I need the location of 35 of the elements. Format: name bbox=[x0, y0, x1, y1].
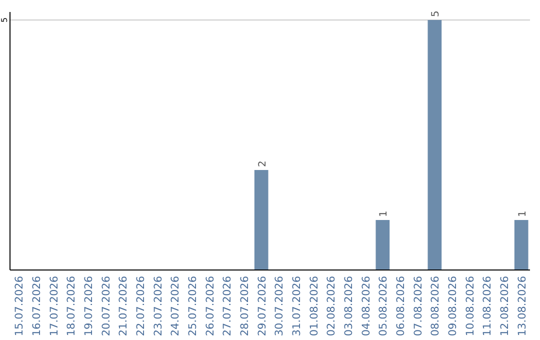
x-tick-label: 20.07.2026 bbox=[100, 276, 112, 336]
x-tick-label: 26.07.2026 bbox=[204, 276, 216, 336]
x-tick-label: 12.08.2026 bbox=[499, 276, 511, 336]
x-tick-label: 01.08.2026 bbox=[308, 276, 320, 336]
x-tick-label: 03.08.2026 bbox=[343, 276, 355, 336]
x-tick-label: 08.08.2026 bbox=[430, 276, 442, 336]
x-tick-label: 28.07.2026 bbox=[239, 276, 251, 336]
x-tick-label: 23.07.2026 bbox=[152, 276, 164, 336]
x-tick-label: 22.07.2026 bbox=[135, 276, 147, 336]
x-tick-label: 11.08.2026 bbox=[482, 276, 494, 336]
x-tick-label: 17.07.2026 bbox=[48, 276, 60, 336]
data-label: 1 bbox=[517, 210, 528, 217]
data-label: 1 bbox=[378, 210, 390, 217]
x-tick-label: 21.07.2026 bbox=[118, 276, 130, 336]
ref-line-label: 5 bbox=[0, 17, 9, 23]
x-tick-label: 02.08.2026 bbox=[326, 276, 338, 336]
x-tick-label: 30.07.2026 bbox=[274, 276, 286, 336]
x-tick-label: 06.08.2026 bbox=[395, 276, 407, 336]
x-tick-label: 10.08.2026 bbox=[464, 276, 476, 336]
x-tick-label: 05.08.2026 bbox=[378, 276, 390, 336]
x-tick-label: 15.07.2026 bbox=[14, 276, 26, 336]
x-tick-label: 27.07.2026 bbox=[222, 276, 234, 336]
x-tick-label: 31.07.2026 bbox=[291, 276, 303, 336]
x-tick-label: 16.07.2026 bbox=[31, 276, 43, 336]
data-label: 2 bbox=[257, 160, 268, 167]
x-tick-label: 24.07.2026 bbox=[170, 276, 182, 336]
x-tick-label: 19.07.2026 bbox=[83, 276, 95, 336]
data-label: 5 bbox=[430, 10, 442, 17]
x-tick-label: 04.08.2026 bbox=[360, 276, 372, 336]
x-tick-label: 07.08.2026 bbox=[412, 276, 424, 336]
x-tick-label: 29.07.2026 bbox=[256, 276, 268, 336]
x-tick-label: 13.08.2026 bbox=[516, 276, 528, 336]
x-tick-label: 18.07.2026 bbox=[66, 276, 78, 336]
x-tick-label: 09.08.2026 bbox=[447, 276, 459, 336]
x-tick-label: 25.07.2026 bbox=[187, 276, 199, 336]
